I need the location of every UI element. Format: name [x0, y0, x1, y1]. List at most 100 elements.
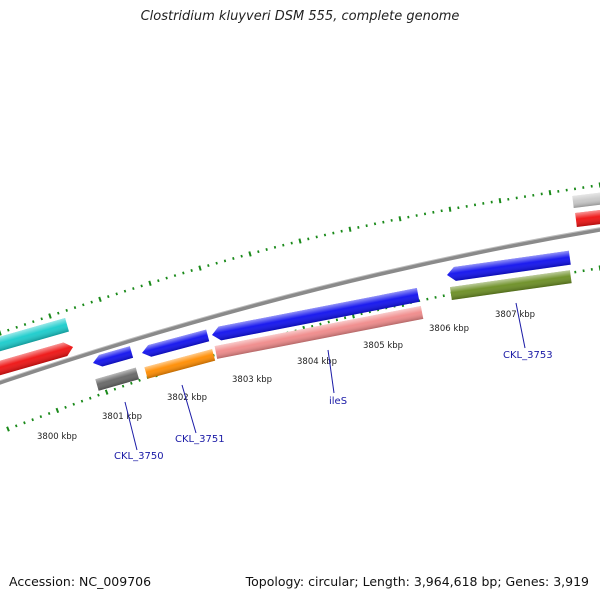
kbp-label: 3800 kbp — [37, 432, 77, 442]
gene-olive[interactable] — [450, 270, 572, 300]
minor-tick — [173, 274, 177, 277]
feature-track — [0, 191, 600, 391]
minor-tick — [311, 324, 314, 328]
minor-tick — [123, 289, 127, 293]
minor-tick — [80, 399, 84, 403]
callout-line — [327, 349, 335, 394]
minor-tick — [32, 320, 35, 324]
minor-tick — [382, 220, 385, 224]
minor-tick — [31, 418, 34, 422]
cyan-feature[interactable] — [0, 318, 69, 354]
minor-tick — [273, 245, 277, 249]
minor-tick — [140, 284, 143, 288]
gene-gray[interactable] — [95, 367, 140, 391]
gene-callouts: CKL_3750 CKL_3751 ileS CKL_3753 — [114, 302, 553, 462]
minor-tick — [232, 257, 235, 260]
minor-tick — [107, 295, 110, 299]
minor-tick — [323, 233, 327, 237]
major-tick — [148, 280, 152, 286]
accession-text: Accession: NC_009706 — [9, 574, 152, 589]
callout-line — [515, 302, 526, 349]
minor-tick — [407, 215, 410, 219]
minor-tick — [282, 243, 285, 247]
kbp-label: 3803 kbp — [232, 375, 272, 385]
major-tick — [298, 238, 302, 244]
kbp-label: 3801 kbp — [102, 412, 142, 422]
minor-tick — [265, 248, 268, 251]
major-tick — [198, 265, 202, 271]
minor-tick — [182, 271, 185, 275]
minor-tick — [72, 402, 76, 406]
minor-tick — [90, 300, 93, 304]
minor-tick — [121, 384, 125, 388]
minor-tick — [39, 415, 43, 419]
gene-pink[interactable] — [214, 306, 424, 359]
kbp-labels: 3800 kbp 3801 kbp 3802 kbp 3803 kbp 3804… — [37, 310, 535, 442]
genome-backbone-highlight — [0, 227, 600, 382]
gene-orange[interactable] — [144, 349, 216, 379]
minor-tick — [415, 214, 418, 217]
minor-tick — [442, 294, 445, 298]
kbp-label: 3807 kbp — [495, 310, 535, 320]
minor-tick — [97, 393, 100, 397]
minor-tick — [343, 316, 347, 320]
minor-tick — [365, 224, 368, 228]
major-tick — [498, 198, 502, 204]
gene-red-right[interactable] — [575, 208, 600, 227]
major-tick — [48, 313, 52, 319]
minor-tick — [40, 317, 43, 321]
major-tick — [348, 226, 352, 232]
kbp-label: 3806 kbp — [429, 324, 469, 334]
minor-tick — [15, 325, 18, 329]
gene-label-iles[interactable]: ileS — [329, 396, 347, 407]
gene-label-ckl3751[interactable]: CKL_3751 — [175, 434, 225, 445]
gene-lightgray-right[interactable] — [572, 191, 600, 208]
major-tick — [104, 389, 109, 395]
major-tick — [6, 426, 10, 432]
minor-tick — [65, 308, 68, 312]
minor-tick — [23, 421, 26, 425]
minor-tick — [315, 235, 318, 239]
minor-tick — [215, 261, 218, 265]
major-tick — [248, 251, 252, 257]
genome-summary-text: Topology: circular; Length: 3,964,618 bp… — [245, 574, 589, 589]
major-tick — [448, 206, 452, 212]
minor-tick — [434, 296, 437, 299]
major-tick — [0, 330, 2, 336]
gene-blue-3753[interactable] — [446, 250, 571, 282]
minor-tick — [240, 254, 243, 258]
minor-tick — [390, 219, 393, 222]
minor-tick — [290, 241, 293, 245]
minor-tick — [23, 323, 27, 326]
minor-tick — [57, 311, 60, 315]
genome-backbone — [0, 227, 600, 385]
minor-tick — [332, 231, 335, 235]
minor-tick — [82, 303, 85, 307]
minor-tick — [115, 292, 118, 296]
minor-tick — [113, 387, 117, 391]
gene-blue-1[interactable] — [91, 346, 134, 369]
red-feature-left[interactable] — [0, 340, 75, 378]
kbp-label: 3805 kbp — [363, 341, 403, 351]
minor-tick — [307, 237, 310, 241]
gene-label-ckl3753[interactable]: CKL_3753 — [503, 350, 553, 361]
minor-tick — [426, 297, 429, 301]
minor-tick — [257, 250, 260, 254]
minor-tick — [319, 322, 322, 326]
gene-ileS[interactable] — [211, 288, 420, 342]
minor-tick — [7, 328, 10, 332]
minor-tick — [340, 229, 343, 233]
minor-tick — [138, 378, 141, 382]
gene-label-ckl3750[interactable]: CKL_3750 — [114, 451, 164, 462]
gene-blue-2[interactable] — [140, 329, 210, 359]
minor-tick — [47, 411, 51, 416]
minor-tick — [165, 276, 168, 280]
minor-tick — [457, 206, 460, 210]
minor-tick — [357, 226, 360, 229]
major-tick — [98, 296, 102, 303]
kbp-label: 3804 kbp — [297, 357, 337, 367]
callout-line — [181, 384, 197, 434]
minor-tick — [327, 320, 330, 324]
kbp-label: 3802 kbp — [167, 393, 207, 403]
